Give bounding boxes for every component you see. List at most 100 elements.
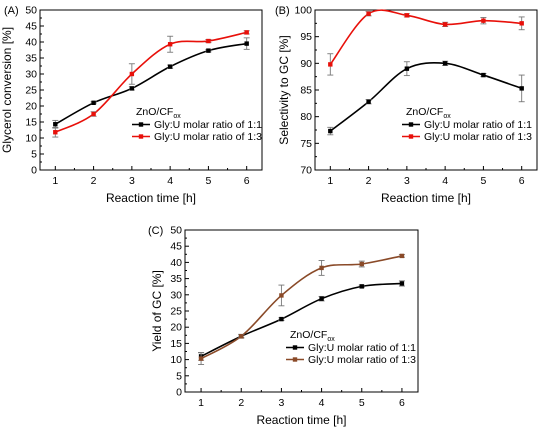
data-point-series-2 bbox=[279, 293, 284, 298]
data-point-series-1 bbox=[399, 281, 405, 286]
x-tick-label: 4 bbox=[442, 175, 448, 187]
x-tick-label: 1 bbox=[52, 175, 58, 187]
y-tick-label: 35 bbox=[170, 273, 182, 285]
data-point-series-2 bbox=[328, 62, 333, 67]
y-tick-label: 5 bbox=[176, 370, 182, 382]
y-tick-label: 50 bbox=[170, 225, 182, 237]
x-tick-label: 3 bbox=[278, 397, 284, 409]
y-tick-label: 40 bbox=[25, 37, 37, 49]
legend-label: Gly:U molar ratio of 1:3 bbox=[308, 354, 416, 366]
legend-label: Gly:U molar ratio of 1:3 bbox=[154, 131, 262, 143]
data-point-series-1 bbox=[319, 296, 324, 301]
y-tick-label: 15 bbox=[25, 117, 37, 129]
x-tick-label: 2 bbox=[91, 175, 97, 187]
data-point-series-2 bbox=[129, 71, 135, 77]
y-tick-label: 0 bbox=[176, 387, 182, 399]
legend-swatch-marker bbox=[292, 357, 298, 362]
series-line-2 bbox=[54, 31, 247, 133]
x-tick-label: 1 bbox=[198, 397, 204, 409]
y-tick-label: 0 bbox=[31, 165, 37, 177]
legend-swatch-marker bbox=[292, 345, 298, 350]
y-tick-label: 15 bbox=[170, 338, 182, 350]
x-tick-label: 6 bbox=[244, 175, 250, 187]
y-tick-label: 20 bbox=[25, 101, 37, 113]
data-point-series-2 bbox=[359, 261, 364, 267]
data-point-series-1 bbox=[328, 128, 333, 134]
y-tick-label: 40 bbox=[170, 257, 182, 269]
legend-title: ZnO/CFox bbox=[290, 329, 335, 343]
data-point-series-2 bbox=[404, 13, 410, 18]
plot-frame bbox=[184, 229, 419, 393]
y-tick-label: 50 bbox=[25, 5, 37, 17]
legend-label: Gly:U molar ratio of 1:3 bbox=[424, 131, 532, 143]
series-line-2 bbox=[200, 255, 403, 360]
y-tick-label: 30 bbox=[170, 289, 182, 301]
data-point-series-2 bbox=[319, 265, 324, 271]
panel-label: (A) bbox=[4, 5, 19, 17]
x-tick-label: 5 bbox=[359, 397, 365, 409]
x-tick-label: 6 bbox=[519, 175, 525, 187]
x-axis-label: Reaction time [h] bbox=[256, 413, 346, 427]
legend-label: Gly:U molar ratio of 1:1 bbox=[308, 342, 416, 354]
legend-swatch-marker bbox=[408, 134, 414, 139]
chart-panel-2: 70 75 80 85 90 95 100 1 2 3 4 5 6 Reaction time [h] Se… bbox=[275, 5, 538, 205]
data-point-series-2 bbox=[244, 30, 249, 35]
data-point-series-1 bbox=[91, 100, 96, 105]
legend-swatch-marker bbox=[138, 122, 144, 127]
series-line-2 bbox=[329, 9, 522, 65]
data-point-series-2 bbox=[53, 130, 58, 135]
data-point-series-1 bbox=[442, 61, 448, 66]
data-point-series-1 bbox=[359, 284, 364, 289]
data-point-series-1 bbox=[519, 86, 524, 91]
legend-label: Gly:U molar ratio of 1:1 bbox=[424, 119, 532, 131]
data-point-series-1 bbox=[404, 66, 410, 71]
y-tick-label: 10 bbox=[170, 354, 182, 366]
data-point-series-1 bbox=[244, 41, 249, 46]
y-tick-label: 85 bbox=[300, 85, 312, 97]
data-point-series-2 bbox=[366, 11, 371, 16]
data-point-series-1 bbox=[206, 48, 211, 53]
y-axis-label: Yield of GC [%] bbox=[150, 270, 164, 352]
data-point-series-2 bbox=[519, 21, 524, 26]
y-tick-label: 45 bbox=[170, 241, 182, 253]
x-tick-label: 2 bbox=[366, 175, 372, 187]
x-tick-label: 1 bbox=[327, 175, 333, 187]
y-tick-label: 10 bbox=[25, 133, 37, 145]
y-tick-label: 25 bbox=[170, 306, 182, 318]
series-line-1 bbox=[54, 42, 247, 125]
y-tick-label: 20 bbox=[170, 322, 182, 334]
series-line-1 bbox=[329, 62, 522, 132]
data-point-series-1 bbox=[279, 316, 284, 322]
y-tick-label: 95 bbox=[300, 31, 312, 43]
data-point-series-1 bbox=[129, 86, 135, 91]
x-axis-label: Reaction time [h] bbox=[106, 191, 196, 205]
x-tick-label: 6 bbox=[399, 397, 405, 409]
plot-frame bbox=[314, 9, 538, 171]
data-point-series-2 bbox=[399, 253, 405, 259]
plot-frame bbox=[39, 9, 263, 171]
y-tick-label: 35 bbox=[25, 53, 37, 65]
x-tick-label: 4 bbox=[167, 175, 173, 187]
y-tick-label: 80 bbox=[300, 111, 312, 123]
x-tick-label: 3 bbox=[129, 175, 135, 187]
y-axis-label: Glycerol conversion [%] bbox=[0, 27, 14, 153]
data-point-series-1 bbox=[53, 122, 58, 127]
legend-title: ZnO/CFox bbox=[406, 106, 451, 120]
data-point-series-1 bbox=[366, 99, 371, 104]
data-point-series-1 bbox=[481, 72, 486, 78]
legend-swatch-marker bbox=[408, 122, 414, 127]
data-point-series-1 bbox=[167, 64, 173, 69]
y-tick-label: 5 bbox=[31, 149, 37, 161]
data-point-series-2 bbox=[206, 38, 211, 44]
data-point-series-2 bbox=[442, 22, 448, 27]
panel-label: (C) bbox=[148, 225, 163, 237]
y-tick-label: 30 bbox=[25, 69, 37, 81]
data-point-series-2 bbox=[198, 356, 204, 361]
data-point-series-2 bbox=[239, 334, 244, 339]
y-axis-label: Selectivity to GC [%] bbox=[277, 35, 291, 144]
